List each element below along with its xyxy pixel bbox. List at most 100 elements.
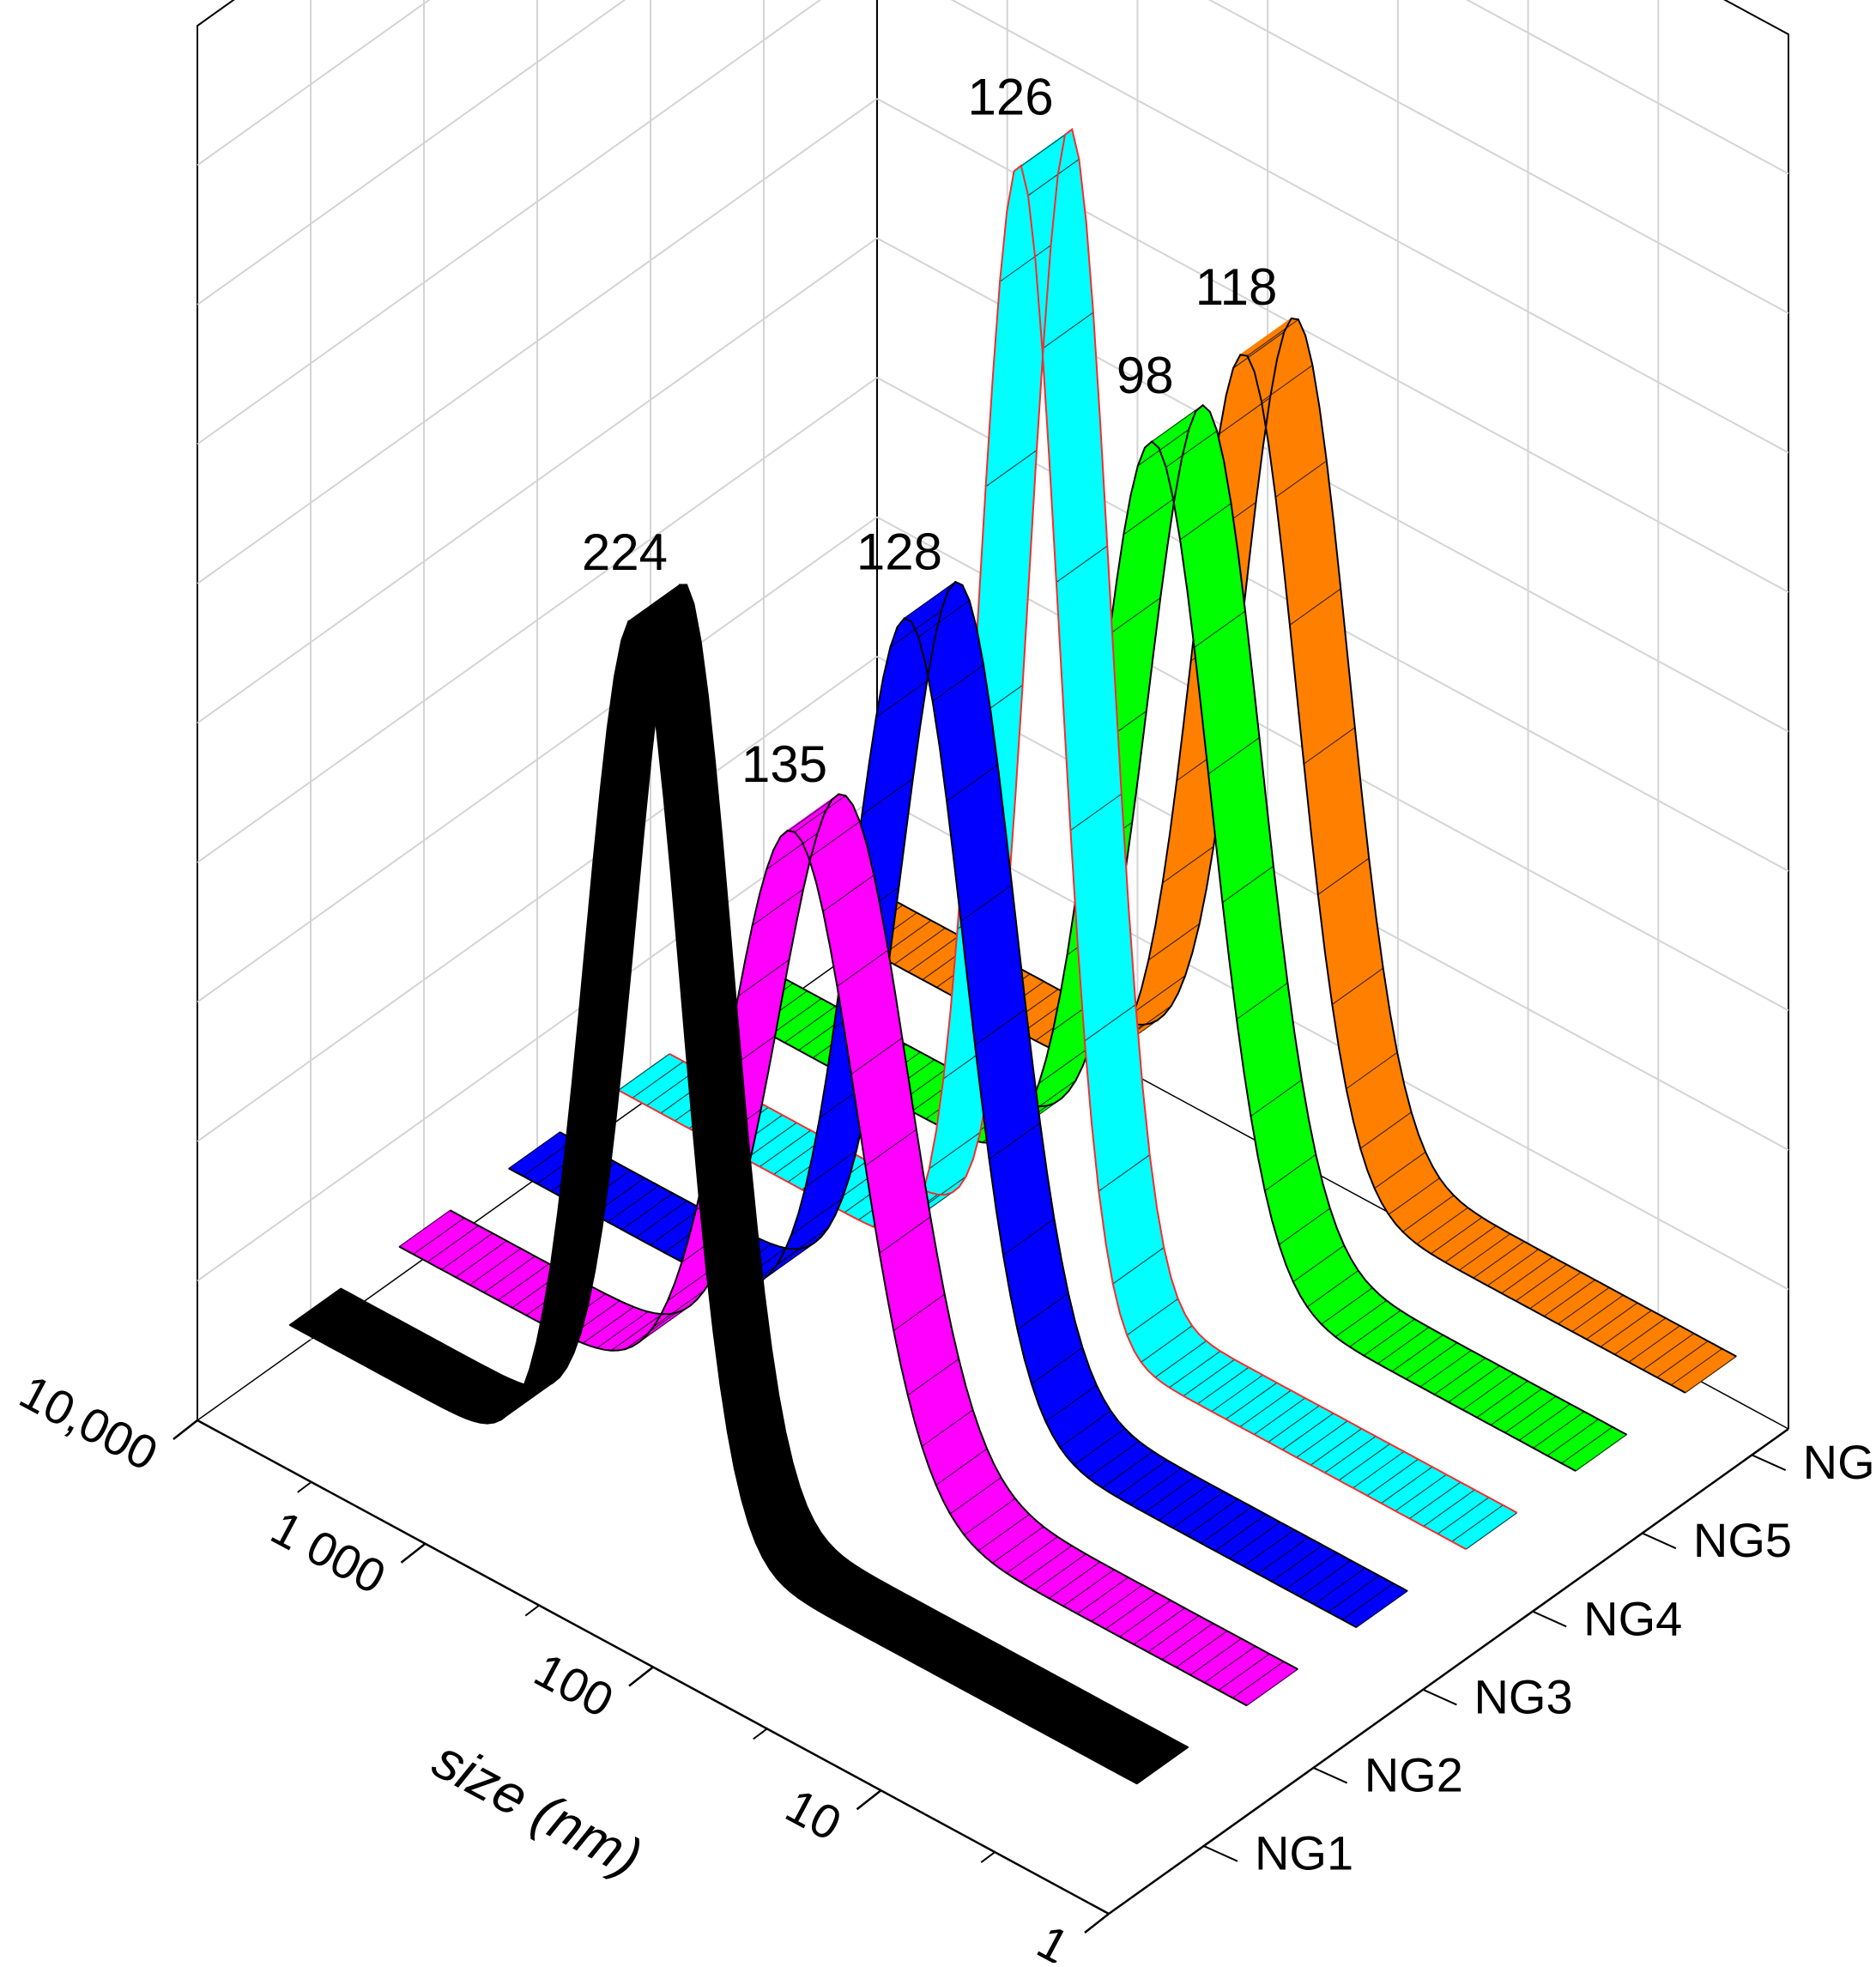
x-minor-tick bbox=[980, 1851, 995, 1863]
ribbon-mesh-line bbox=[1034, 1553, 1086, 1591]
ribbon-mesh-line bbox=[1338, 1443, 1390, 1481]
ribbon-mesh-line bbox=[1056, 545, 1108, 583]
ribbon-mesh-line bbox=[1116, 1459, 1168, 1498]
x-tick bbox=[856, 1789, 882, 1811]
ribbon-mesh-line bbox=[790, 1197, 843, 1236]
ribbon-mesh-line bbox=[543, 1270, 596, 1308]
ribbon-mesh-line bbox=[1109, 596, 1161, 635]
ribbon-mesh-line bbox=[794, 795, 846, 832]
ribbon-mesh-line bbox=[727, 1394, 779, 1431]
peak-label-ng2: 135 bbox=[741, 735, 827, 793]
x-minor-tick bbox=[297, 1481, 312, 1493]
ribbon-mesh-line bbox=[766, 832, 818, 870]
peak-label-ng4: 126 bbox=[967, 69, 1053, 126]
ribbon-mesh-line bbox=[1074, 1428, 1126, 1466]
ribbon-mesh-line bbox=[953, 1647, 1005, 1686]
ribbon-mesh-line bbox=[1656, 1341, 1709, 1378]
ribbon-mesh-line bbox=[1066, 1709, 1118, 1746]
ribbon-mesh-line bbox=[1204, 1645, 1256, 1684]
ribbon-mesh-line bbox=[904, 581, 956, 619]
ribbon-mesh-line bbox=[745, 1122, 797, 1160]
ribbon-mesh-line bbox=[1359, 1111, 1412, 1149]
ribbon-mesh-line bbox=[812, 1570, 864, 1607]
ribbon-mesh-line bbox=[498, 1263, 550, 1301]
ribbon-mesh-line bbox=[331, 1310, 384, 1348]
ribbon-mesh-line bbox=[427, 1225, 479, 1262]
ribbon-mesh-line bbox=[596, 1310, 649, 1349]
ribbon-mesh-line bbox=[1207, 737, 1260, 775]
ribbon-mesh-line bbox=[1324, 1436, 1377, 1474]
ribbon-mesh-line bbox=[1628, 1325, 1680, 1363]
ribbon-mesh-line bbox=[1614, 1317, 1667, 1355]
ribbon-mesh-line bbox=[1104, 1592, 1157, 1630]
ribbon-mesh-line bbox=[416, 1357, 469, 1395]
ribbon-mesh-line bbox=[445, 1371, 497, 1409]
ribbon-mesh-line bbox=[896, 1617, 948, 1655]
x-tick bbox=[172, 1419, 198, 1440]
ribbon-mesh-line bbox=[822, 875, 874, 912]
ribbon-edge-front bbox=[508, 617, 1358, 1629]
ribbon-mesh-line bbox=[741, 1462, 793, 1500]
ribbon-mesh-line bbox=[610, 1313, 663, 1352]
ribbon-mesh-line bbox=[1490, 1388, 1543, 1426]
ribbon-mesh-line bbox=[932, 664, 984, 702]
x-tick bbox=[628, 1666, 654, 1687]
ribbon-edge-front bbox=[288, 620, 1138, 1785]
ribbon-mesh-line bbox=[699, 1160, 751, 1198]
ribbon-mesh-line bbox=[1356, 1590, 1408, 1628]
ribbon-mesh-line bbox=[402, 1349, 454, 1387]
ribbon-mesh-line bbox=[893, 1293, 946, 1332]
ribbon-mesh-line bbox=[964, 1498, 1016, 1536]
ribbon-mesh-line bbox=[1179, 503, 1232, 541]
ribbon-mesh-line bbox=[1310, 1428, 1362, 1466]
ribbon-mesh-line bbox=[1009, 1678, 1062, 1716]
ribbon-mesh-line bbox=[1232, 331, 1285, 369]
ribbon-mesh-line bbox=[1533, 1411, 1585, 1449]
ribbon-mesh-line bbox=[1388, 1177, 1440, 1215]
ribbon-mesh-line bbox=[1423, 1489, 1475, 1527]
ribbon-mesh-line bbox=[924, 1631, 977, 1670]
ribbon-mesh-line bbox=[1451, 1504, 1504, 1542]
ribbon-mesh-line bbox=[1108, 1731, 1160, 1770]
ribbon-mesh-line bbox=[388, 1341, 440, 1379]
ribbon-mesh-line bbox=[1101, 1450, 1154, 1489]
x-minor-tick bbox=[753, 1728, 768, 1740]
ribbon-mesh-line bbox=[770, 998, 822, 1036]
ribbon-mesh-line bbox=[999, 245, 1051, 282]
ribbon-mesh-line bbox=[441, 1232, 493, 1270]
ribbon-mesh-line bbox=[868, 1601, 921, 1639]
ribbon-mesh-line bbox=[430, 1364, 482, 1402]
ribbon-mesh-line bbox=[1575, 1434, 1627, 1472]
x-axis-title: size (nm) bbox=[423, 1728, 651, 1889]
ribbon-mesh-line bbox=[1462, 1372, 1515, 1411]
ribbon-mesh-line bbox=[1334, 1299, 1387, 1338]
ribbon-mesh-line bbox=[1256, 1536, 1310, 1575]
series-label-ng1: NG1 bbox=[1255, 1826, 1353, 1880]
ribbon-mesh-line bbox=[1161, 1623, 1213, 1661]
ribbon-mesh-line bbox=[508, 1131, 560, 1169]
ribbon-mesh-line bbox=[1136, 1746, 1189, 1784]
ribbon-mesh-line bbox=[1313, 1567, 1365, 1605]
ribbon-mesh-line bbox=[1049, 1561, 1101, 1599]
ribbon-mesh-line bbox=[989, 1123, 1041, 1160]
ribbon-mesh-line bbox=[1027, 158, 1080, 197]
ribbon-mesh-line bbox=[1254, 1397, 1306, 1435]
grid-line bbox=[950, 0, 1789, 454]
ribbon-mesh-line bbox=[826, 1578, 878, 1616]
ribbon-mesh-line bbox=[1091, 1584, 1143, 1622]
ribbon-mesh-line bbox=[1129, 1468, 1182, 1505]
ribbon-mesh-line bbox=[628, 584, 681, 622]
ribbon-mesh-line bbox=[1239, 1389, 1292, 1428]
ribbon-mesh-line bbox=[303, 1295, 355, 1334]
ribbon-mesh-line bbox=[1042, 312, 1094, 349]
series-tick bbox=[1531, 1610, 1567, 1628]
ribbon-mesh-line bbox=[769, 1532, 821, 1570]
ribbon-mesh-line bbox=[650, 1207, 702, 1246]
x-tick-label: 10 bbox=[778, 1778, 850, 1851]
ribbon-mesh-line bbox=[805, 1150, 857, 1188]
ribbon-mesh-line bbox=[1222, 865, 1274, 904]
ribbon-mesh-line bbox=[1059, 1410, 1111, 1448]
ribbon-mesh-line bbox=[607, 1185, 659, 1223]
ribbon-mesh-line bbox=[759, 1129, 812, 1167]
